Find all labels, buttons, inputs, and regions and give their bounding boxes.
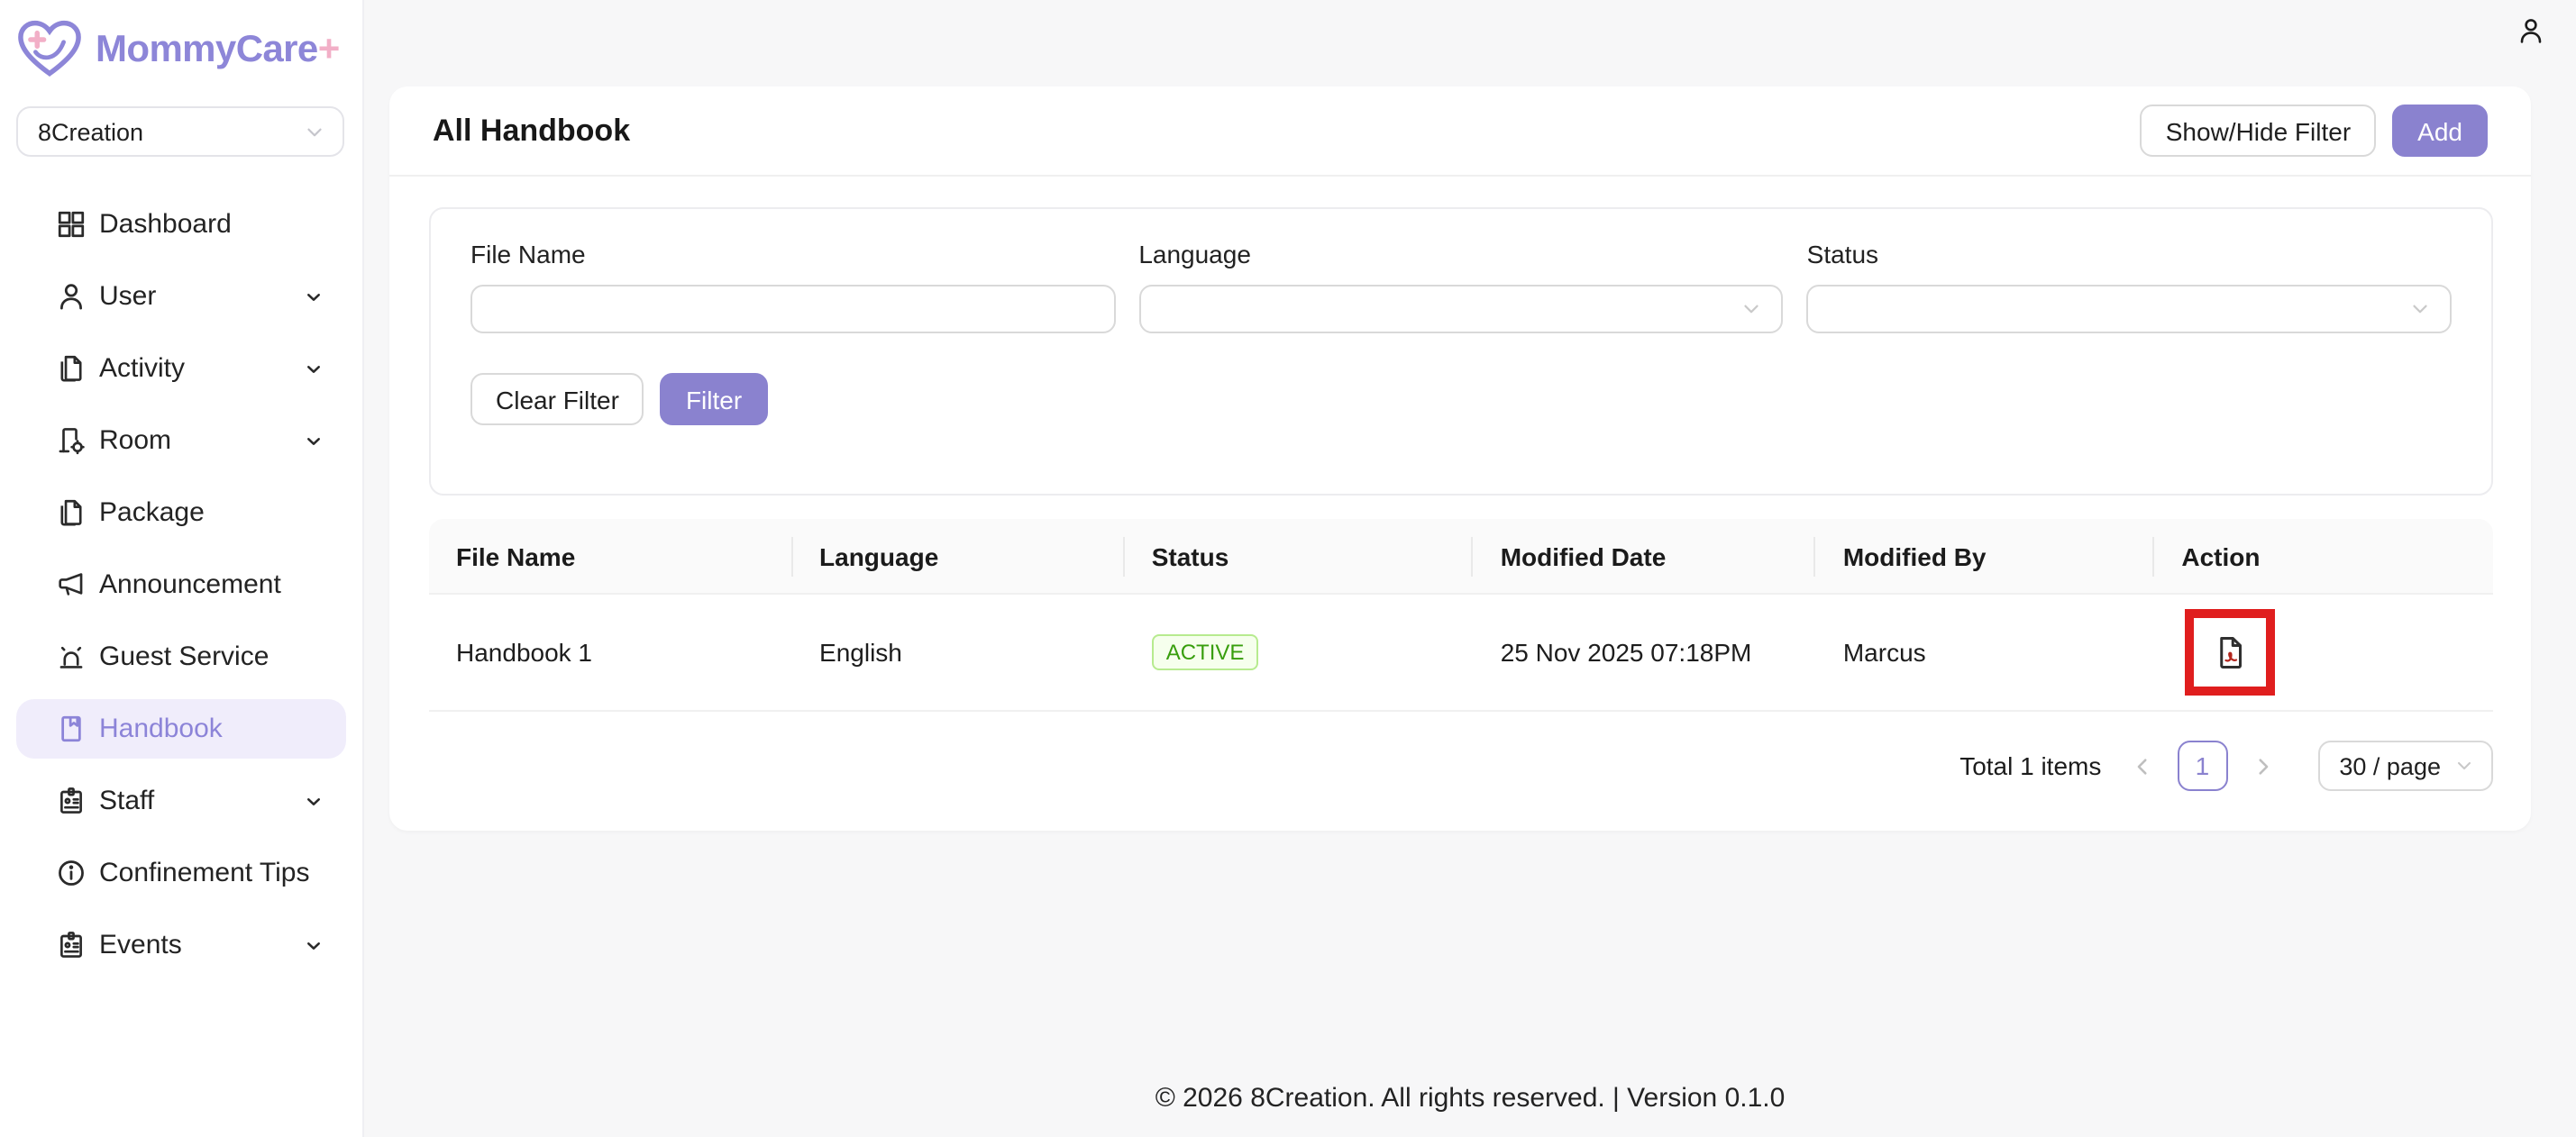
status-label: Status [1806, 240, 1879, 268]
sidebar-item-label: Staff [99, 786, 155, 816]
cell-file-name: Handbook 1 [429, 595, 793, 712]
chevron-down-icon [2408, 297, 2432, 321]
page-size-select[interactable]: 30 / page [2317, 741, 2493, 791]
sidebar-item-guest-service[interactable]: Guest Service [16, 627, 346, 687]
column-header-status: Status [1124, 519, 1474, 595]
filter-panel: File Name Language [429, 207, 2493, 496]
info-circle-icon [56, 858, 87, 888]
cell-language: English [792, 595, 1125, 712]
siren-icon [56, 641, 87, 672]
header-actions: Show/Hide Filter Add [2140, 105, 2488, 157]
sidebar-item-label: User [99, 281, 157, 312]
clear-filter-button[interactable]: Clear Filter [470, 373, 644, 425]
account-person-icon[interactable] [2517, 16, 2545, 45]
sidebar-item-label: Events [99, 930, 182, 960]
cell-modified-date: 25 Nov 2025 07:18PM [1473, 595, 1816, 712]
cell-action [2154, 595, 2493, 712]
sidebar-item-package[interactable]: Package [16, 483, 346, 542]
filter-field-file-name: File Name [470, 240, 1116, 333]
workspace-select[interactable]: 8Creation [16, 106, 344, 157]
sidebar-item-room[interactable]: Room [16, 411, 346, 470]
id-badge-icon [56, 786, 87, 816]
sidebar-item-handbook[interactable]: Handbook [16, 699, 346, 759]
next-page-icon[interactable] [2245, 754, 2279, 778]
column-header-modified-by: Modified By [1815, 519, 2155, 595]
file-name-input[interactable] [470, 285, 1116, 333]
sidebar-item-announcement[interactable]: Announcement [16, 555, 346, 614]
brand-logo[interactable]: MommyCare+ [0, 0, 362, 94]
id-badge-icon [56, 930, 87, 960]
column-header-modified-date: Modified Date [1473, 519, 1816, 595]
pdf-file-icon[interactable] [2212, 634, 2248, 670]
grid-icon [56, 209, 87, 240]
page-title: All Handbook [433, 113, 631, 147]
sidebar-item-dashboard[interactable]: Dashboard [16, 195, 346, 254]
filter-field-language: Language [1138, 240, 1784, 333]
sidebar-item-label: Handbook [99, 714, 223, 744]
page-size-value: 30 / page [2339, 752, 2441, 779]
sidebar-item-label: Announcement [99, 569, 281, 600]
chevron-down-icon [303, 286, 324, 307]
sidebar-item-label: Guest Service [99, 641, 269, 672]
chevron-down-icon [1740, 297, 1764, 321]
person-icon [56, 281, 87, 312]
language-label: Language [1138, 240, 1251, 268]
handbook-table: File Name Language Status Modified Date … [429, 519, 2493, 712]
topbar [364, 0, 2576, 61]
document-icon [56, 497, 87, 528]
cell-modified-by: Marcus [1815, 595, 2155, 712]
workspace-select-value: 8Creation [38, 118, 144, 145]
chevron-down-icon [303, 358, 324, 379]
pagination-total: Total 1 items [1959, 751, 2102, 780]
pagination: Total 1 items 1 30 / page [429, 712, 2493, 816]
add-button[interactable]: Add [2392, 105, 2488, 157]
sidebar-item-label: Confinement Tips [99, 858, 310, 888]
sidebar-item-activity[interactable]: Activity [16, 339, 346, 398]
sidebar: MommyCare+ 8Creation Dashboard User [0, 0, 364, 1137]
status-select[interactable] [1806, 285, 2452, 333]
sidebar-item-label: Dashboard [99, 209, 232, 240]
sidebar-item-events[interactable]: Events [16, 915, 346, 975]
previous-page-icon[interactable] [2124, 754, 2159, 778]
footer-copyright: © 2026 8Creation. All rights reserved. |… [1155, 1083, 1786, 1114]
column-header-action: Action [2154, 519, 2493, 595]
megaphone-icon [56, 569, 87, 600]
filter-buttons: Clear Filter Filter [470, 373, 2452, 425]
handbook-card: All Handbook Show/Hide Filter Add File N… [389, 86, 2531, 831]
chevron-down-icon [303, 430, 324, 451]
chevron-down-icon [303, 934, 324, 956]
sidebar-item-label: Package [99, 497, 205, 528]
column-header-language: Language [792, 519, 1125, 595]
sidebar-item-label: Activity [99, 353, 186, 384]
language-select[interactable] [1138, 285, 1784, 333]
chevron-down-icon [303, 120, 326, 143]
column-header-file-name: File Name [429, 519, 793, 595]
sidebar-item-user[interactable]: User [16, 267, 346, 326]
document-icon [56, 353, 87, 384]
sidebar-item-label: Room [99, 425, 172, 456]
main-area: All Handbook Show/Hide Filter Add File N… [364, 0, 2576, 1137]
table-row: Handbook 1 English ACTIVE 25 Nov 2025 07… [429, 595, 2493, 712]
file-name-label: File Name [470, 240, 586, 268]
card-body: File Name Language [389, 177, 2531, 831]
door-gear-icon [56, 425, 87, 456]
brand-name: MommyCare+ [96, 28, 340, 69]
filter-field-status: Status [1806, 240, 2452, 333]
sidebar-menu: Dashboard User Activity [0, 157, 362, 975]
chevron-down-icon [2453, 755, 2475, 777]
page-number-button[interactable]: 1 [2177, 741, 2228, 791]
sidebar-item-confinement-tips[interactable]: Confinement Tips [16, 843, 346, 903]
show-hide-filter-button[interactable]: Show/Hide Filter [2140, 105, 2377, 157]
heart-hand-logo-icon [16, 20, 83, 79]
book-bookmark-icon [56, 714, 87, 744]
chevron-down-icon [303, 790, 324, 812]
action-highlight-red-box[interactable] [2185, 609, 2276, 696]
filter-button[interactable]: Filter [660, 373, 768, 425]
cell-status: ACTIVE [1124, 595, 1474, 712]
table-header-row: File Name Language Status Modified Date … [429, 519, 2493, 595]
status-badge: ACTIVE [1151, 634, 1259, 670]
sidebar-item-staff[interactable]: Staff [16, 771, 346, 831]
card-header: All Handbook Show/Hide Filter Add [389, 86, 2531, 177]
